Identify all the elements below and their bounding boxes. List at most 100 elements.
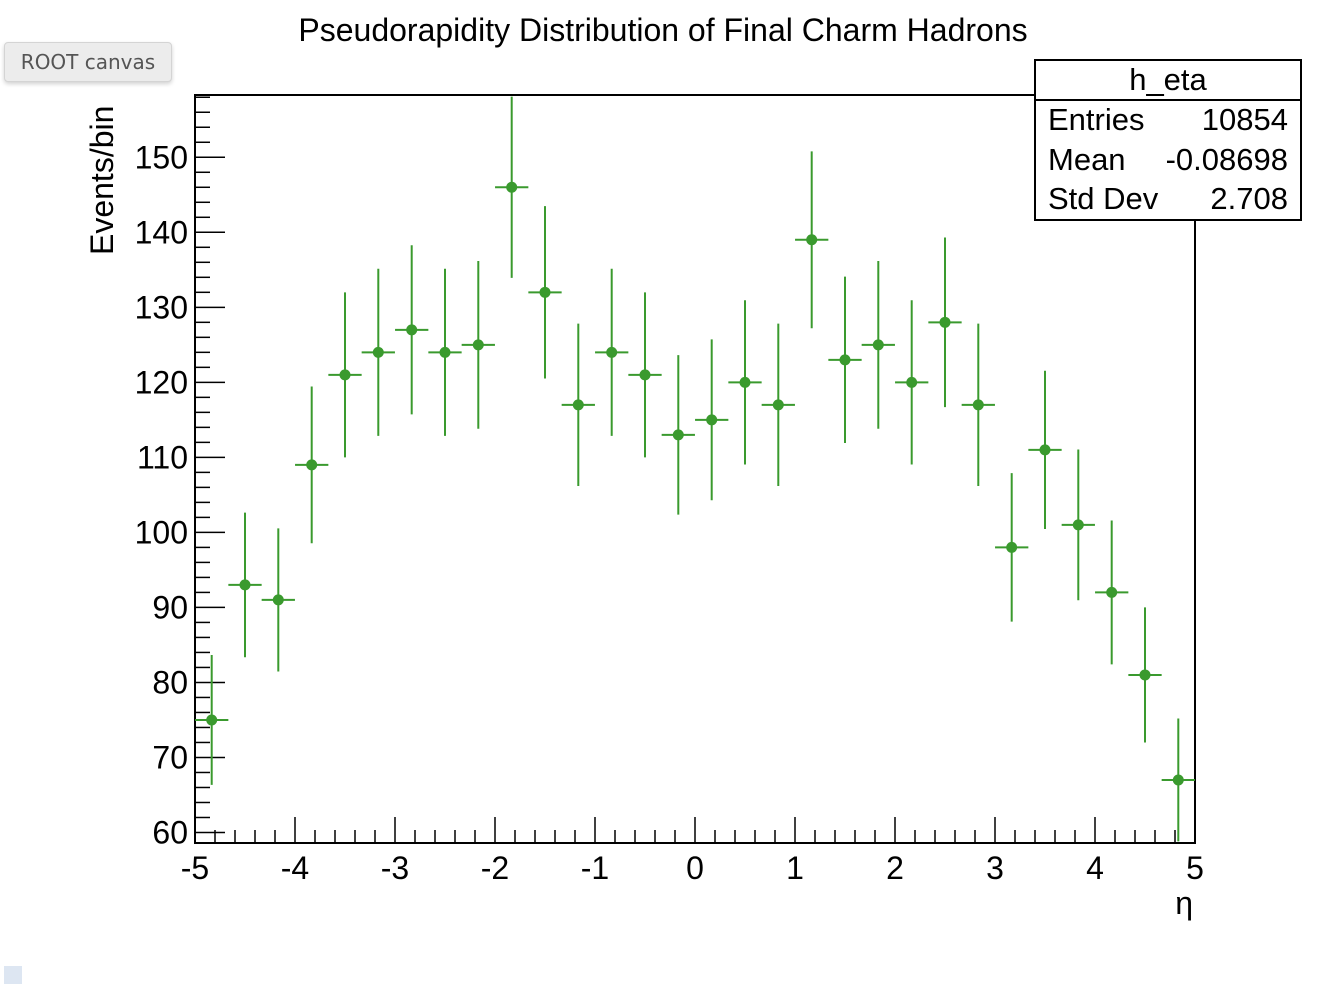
data-point (728, 300, 762, 465)
data-point (1061, 449, 1095, 601)
data-point (828, 276, 862, 444)
y-tick-label: 70 (152, 739, 188, 775)
data-point (1161, 718, 1195, 842)
data-marker (1172, 774, 1184, 786)
data-marker (872, 339, 884, 351)
data-point (761, 323, 795, 487)
x-tick-label: -5 (181, 850, 209, 886)
x-tick-label: -1 (581, 850, 609, 886)
data-point (1095, 520, 1129, 665)
data-marker (472, 339, 484, 351)
data-marker (1139, 669, 1151, 681)
data-point (328, 292, 362, 458)
data-marker (706, 414, 718, 426)
corner-square-icon (4, 966, 22, 984)
x-tick-label: -2 (481, 850, 509, 886)
y-tick-label: 130 (135, 289, 188, 325)
y-tick-label: 100 (135, 514, 188, 550)
stats-histogram-name: h_eta (1129, 62, 1207, 97)
stats-stddev-value: 2.708 (1210, 181, 1288, 216)
data-marker (839, 354, 851, 366)
data-point (528, 206, 562, 379)
data-marker (272, 594, 284, 606)
data-point (1028, 370, 1062, 529)
data-marker (772, 399, 784, 411)
data-marker (206, 714, 218, 726)
chart-title: Pseudorapidity Distribution of Final Cha… (298, 12, 1027, 48)
data-point (795, 151, 829, 329)
data-point (361, 268, 395, 436)
data-point (295, 386, 329, 544)
data-marker (306, 459, 318, 471)
data-point (595, 268, 629, 436)
data-series (195, 96, 1195, 842)
y-tick-label: 150 (135, 139, 188, 175)
data-point (661, 355, 695, 515)
axis-minor-ticks (195, 96, 1176, 843)
data-point (228, 512, 262, 658)
data-marker (1006, 541, 1018, 553)
data-marker (339, 369, 351, 381)
data-point (695, 339, 729, 501)
y-axis-tick-labels: 60 70 80 90 100 110 120 130 140 150 (135, 139, 188, 850)
data-point (1128, 607, 1162, 743)
root-canvas-badge[interactable]: ROOT canvas (4, 42, 172, 82)
data-marker (939, 316, 951, 328)
data-marker (672, 429, 684, 441)
data-marker (1106, 586, 1118, 598)
data-point (995, 473, 1029, 622)
data-point (195, 654, 229, 785)
y-tick-label: 80 (152, 664, 188, 700)
x-tick-label: -4 (281, 850, 309, 886)
stats-entries-value: 10854 (1202, 102, 1288, 137)
data-marker (406, 324, 418, 336)
axis-major-ticks (194, 156, 1196, 843)
x-tick-label: 4 (1086, 850, 1104, 886)
stats-mean-value: -0.08698 (1166, 142, 1288, 177)
data-marker (506, 181, 518, 193)
stats-box-frame (1034, 59, 1302, 221)
data-point (961, 323, 995, 487)
data-point (395, 245, 429, 415)
stats-entries-label: Entries (1048, 102, 1144, 137)
data-point (561, 323, 595, 487)
data-point (461, 260, 495, 429)
data-marker (639, 369, 651, 381)
data-point (428, 268, 462, 436)
x-tick-label: 5 (1186, 850, 1204, 886)
data-marker (806, 234, 818, 246)
data-point (895, 300, 929, 465)
x-tick-label: 2 (886, 850, 904, 886)
data-marker (439, 346, 451, 358)
data-marker (372, 346, 384, 358)
data-point (495, 96, 529, 278)
data-marker (972, 399, 984, 411)
data-marker (739, 376, 751, 388)
x-axis-label: η (1175, 885, 1193, 921)
y-tick-label: 90 (152, 589, 188, 625)
x-tick-label: 0 (686, 850, 704, 886)
stats-stddev-label: Std Dev (1048, 181, 1159, 216)
x-axis-tick-labels: -5 -4 -3 -2 -1 0 1 2 3 4 5 (181, 850, 1204, 886)
y-tick-label: 120 (135, 364, 188, 400)
data-point (261, 528, 295, 672)
data-point (861, 260, 895, 429)
y-tick-label: 110 (137, 439, 188, 475)
data-marker (906, 376, 918, 388)
data-marker (606, 346, 618, 358)
x-tick-label: 3 (986, 850, 1004, 886)
data-marker (1039, 444, 1051, 456)
y-axis-label: Events/bin (84, 106, 120, 255)
data-marker (539, 286, 551, 298)
stats-mean-label: Mean (1048, 142, 1126, 177)
y-tick-label: 140 (135, 214, 188, 250)
data-marker (239, 579, 251, 591)
data-marker (572, 399, 584, 411)
data-marker (1072, 519, 1084, 531)
stats-box[interactable]: h_eta Entries 10854 Mean -0.08698 Std De… (1034, 59, 1302, 221)
y-tick-label: 60 (152, 814, 188, 850)
x-tick-label: -3 (381, 850, 409, 886)
x-tick-label: 1 (786, 850, 804, 886)
data-point (928, 237, 962, 408)
